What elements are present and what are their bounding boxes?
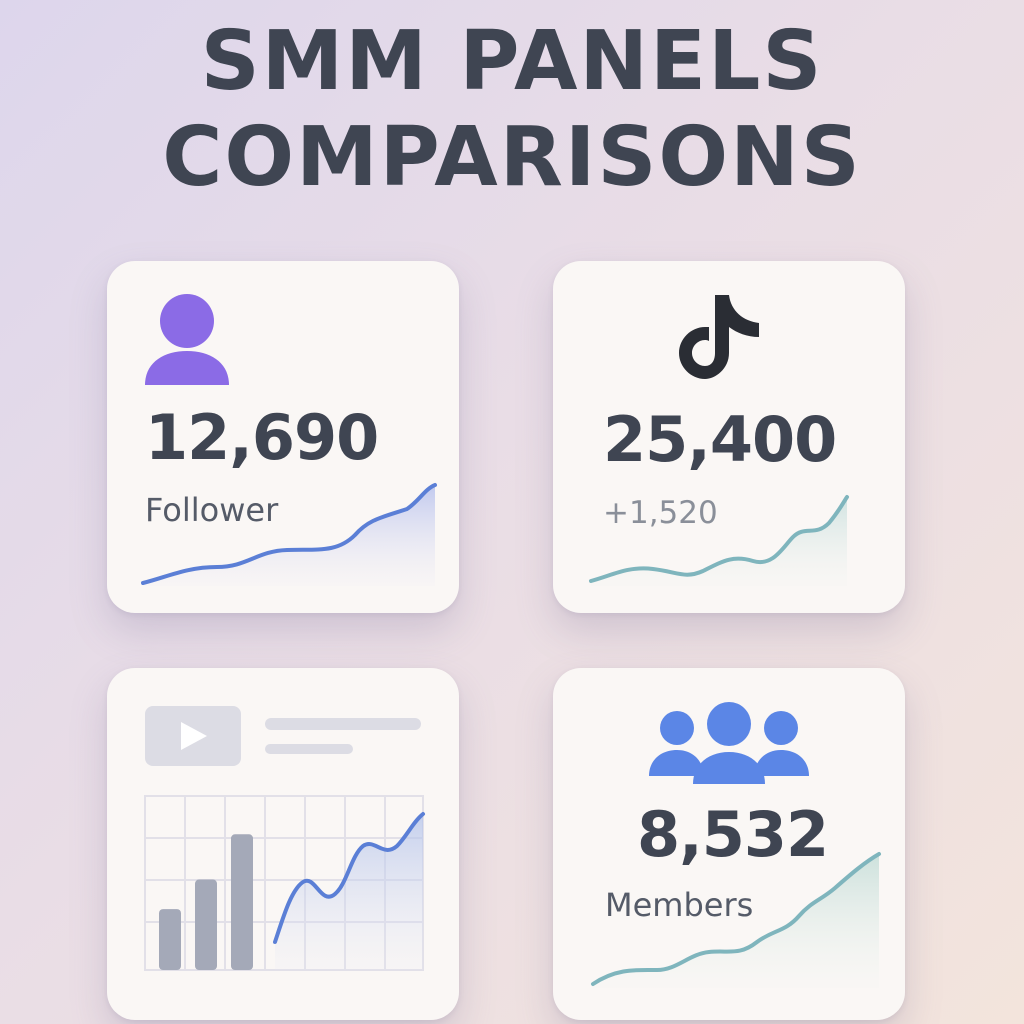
tiktok-trend-area [591,497,847,586]
youtube-card[interactable] [107,668,459,1020]
group-icon [649,702,809,784]
members-count: 8,532 [637,798,829,871]
video-title-placeholder [265,718,421,730]
analytics-trend-area [275,814,423,970]
user-icon [145,294,229,385]
tiktok-card[interactable]: 25,400 +1,520 [553,261,905,613]
members-card[interactable]: 8,532 Members [553,668,905,1020]
youtube-card-graphics [144,706,425,971]
tiktok-trend-line [589,495,849,583]
followers-count: 12,690 [145,401,379,474]
analytics-bar [159,909,181,970]
video-play-icon [181,722,207,750]
members-trend-area [593,854,879,988]
video-thumbnail [145,706,241,766]
analytics-bar [195,879,217,970]
members-card-graphics [591,702,881,988]
members-trend-line [591,852,881,986]
page-title-line-1: SMM PANELS [200,14,824,109]
members-label: Members [605,886,754,924]
tiktok-card-graphics [589,295,849,586]
followers-trend-line [141,483,437,585]
followers-card[interactable]: 12,690 Follower [107,261,459,613]
followers-label: Follower [145,491,279,529]
analytics-bar [231,834,253,970]
tiktok-logo-icon [679,295,759,379]
video-subtitle-placeholder [265,744,353,754]
analytics-bars [159,834,253,970]
tiktok-count: 25,400 [603,403,837,476]
page-title: SMM PANELS COMPARISONS [0,14,1024,206]
page-title-line-2: COMPARISONS [162,110,862,205]
tiktok-delta: +1,520 [603,495,718,531]
followers-trend-area [143,485,435,586]
followers-card-graphics [141,294,437,586]
analytics-trend-line [273,812,425,944]
